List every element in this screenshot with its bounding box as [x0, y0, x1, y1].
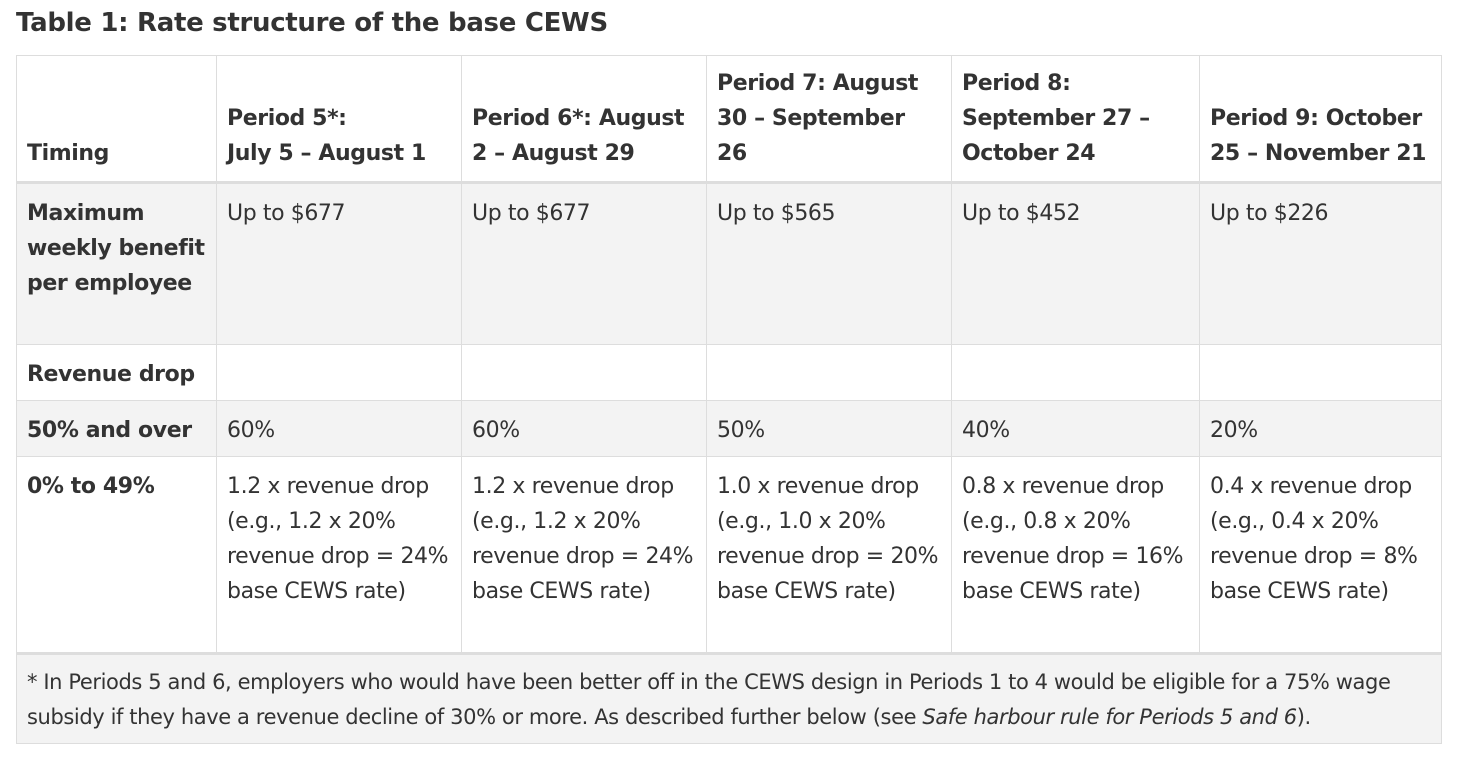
table-row-max-benefit: Maximum weekly benefit per employee Up t… [16, 182, 1442, 345]
table-row-50-and-over: 50% and over 60% 60% 50% 40% 20% [16, 400, 1442, 457]
cell: Up to $452 [951, 182, 1200, 345]
header-period-5-line1: Period 5*: [227, 106, 347, 131]
row-label: 0% to 49% [16, 456, 217, 654]
cell: 1.2 x revenue drop (e.g., 1.2 x 20% reve… [216, 456, 462, 654]
footnote: * In Periods 5 and 6, employers who woul… [16, 652, 1442, 744]
cell: 1.2 x revenue drop (e.g., 1.2 x 20% reve… [461, 456, 707, 654]
cell: 0.4 x revenue drop (e.g., 0.4 x 20% reve… [1199, 456, 1442, 654]
cell [461, 344, 707, 401]
footnote-end: ). [1296, 705, 1311, 729]
cell [951, 344, 1200, 401]
cell: 40% [951, 400, 1200, 457]
row-label: 50% and over [16, 400, 217, 457]
footnote-row: * In Periods 5 and 6, employers who woul… [16, 652, 1442, 744]
footnote-text: * In Periods 5 and 6, employers who woul… [27, 670, 1391, 729]
cell: 20% [1199, 400, 1442, 457]
header-period-6: Period 6*: August 2 – August 29 [461, 55, 707, 183]
table-caption: Table 1: Rate structure of the base CEWS [16, 8, 608, 38]
cell: 50% [706, 400, 952, 457]
cell [706, 344, 952, 401]
cell [216, 344, 462, 401]
header-period-9: Period 9: October 25 – November 21 [1199, 55, 1442, 183]
rate-structure-table: Timing Period 5*: July 5 – August 1 Perio… [16, 55, 1442, 744]
cell: Up to $565 [706, 182, 952, 345]
cell: 1.0 x revenue drop (e.g., 1.0 x 20% reve… [706, 456, 952, 654]
header-period-8: Period 8: September 27 – October 24 [951, 55, 1200, 183]
header-timing: Timing [16, 55, 217, 183]
cell: Up to $226 [1199, 182, 1442, 345]
header-period-5-line2: July 5 – August 1 [227, 141, 426, 166]
header-period-7: Period 7: August 30 – September 26 [706, 55, 952, 183]
header-period-5: Period 5*: July 5 – August 1 [216, 55, 462, 183]
cell: 60% [461, 400, 707, 457]
cell: 0.8 x revenue drop (e.g., 0.8 x 20% reve… [951, 456, 1200, 654]
header-row: Timing Period 5*: July 5 – August 1 Perio… [16, 55, 1442, 183]
table-row-0-to-49: 0% to 49% 1.2 x revenue drop (e.g., 1.2 … [16, 456, 1442, 654]
table-row-revenue-drop: Revenue drop [16, 344, 1442, 401]
row-label: Revenue drop [16, 344, 217, 401]
cell: Up to $677 [216, 182, 462, 345]
footnote-safe-harbour-reference: Safe harbour rule for Periods 5 and 6 [922, 705, 1297, 729]
row-label: Maximum weekly benefit per employee [16, 182, 217, 345]
cell [1199, 344, 1442, 401]
cell: 60% [216, 400, 462, 457]
cell: Up to $677 [461, 182, 707, 345]
